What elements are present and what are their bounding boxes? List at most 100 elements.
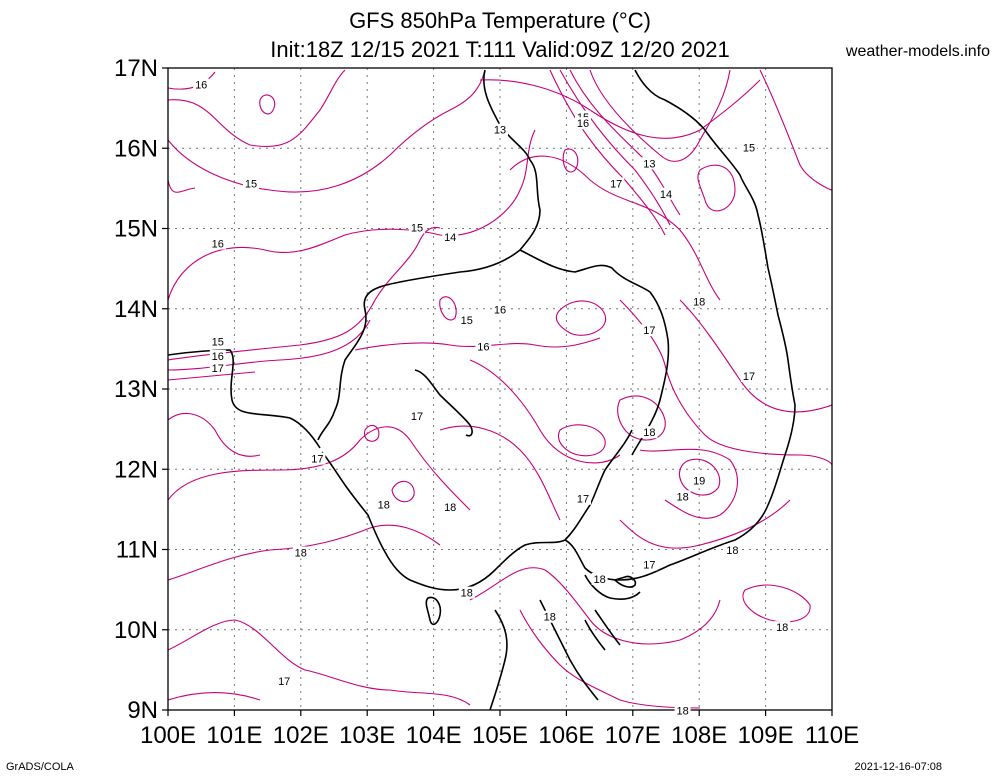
longitude-labels: 100E 101E 102E 103E 104E 105E 106E 107E 108E 109E… <box>140 722 859 749</box>
contour-label-bg <box>442 231 459 244</box>
contour-label: 18 <box>643 427 655 439</box>
contour-label-bg <box>409 410 425 423</box>
contour-label-bg <box>674 704 691 717</box>
lon-label: 109E <box>738 722 794 749</box>
contour-label: 13 <box>643 158 655 170</box>
contour-label: 17 <box>411 411 423 423</box>
contour-label: 17 <box>311 454 323 466</box>
lon-label: 100E <box>140 722 196 749</box>
contour-label: 15 <box>461 315 473 327</box>
contour-label: 17 <box>278 676 290 688</box>
contour-label: 15 <box>743 142 755 154</box>
contour-label-bg <box>276 674 293 687</box>
contour-label-bg <box>691 295 708 308</box>
contour-label-bg <box>475 340 492 353</box>
lon-label: 105E <box>472 722 528 749</box>
contour-label-bg <box>641 157 658 170</box>
contour-label: 16 <box>494 304 506 316</box>
lon-label: 107E <box>605 722 661 749</box>
contour-label: 17 <box>743 371 755 383</box>
lat-label: 16N <box>114 135 158 162</box>
contour-label-bg <box>209 335 226 348</box>
contour-label: 18 <box>461 588 473 600</box>
lat-label: 10N <box>114 617 158 644</box>
contour-label: 14 <box>444 232 456 244</box>
contour-label: 15 <box>245 178 257 190</box>
contour-label: 16 <box>212 239 224 251</box>
contour-label: 18 <box>593 574 605 586</box>
contour-labels: 1615161514131516131714151817161516151617… <box>193 78 791 718</box>
contour-label: 16 <box>195 80 207 92</box>
contour-label: 18 <box>444 502 456 514</box>
lon-label: 103E <box>339 722 395 749</box>
lat-label: 12N <box>114 456 158 483</box>
contour-label: 17 <box>577 494 589 506</box>
contour-label-bg <box>492 123 508 136</box>
contour-label-bg <box>641 324 658 337</box>
lat-label: 9N <box>127 697 158 724</box>
contour-label-bg <box>193 78 210 91</box>
lon-label: 108E <box>671 722 727 749</box>
contour-label-bg <box>458 586 475 599</box>
coastlines <box>168 69 796 710</box>
contour-label-bg <box>442 500 459 513</box>
contour-label: 16 <box>577 118 589 130</box>
contour-label: 18 <box>776 622 788 634</box>
contour-label: 17 <box>643 560 655 572</box>
graticule <box>168 68 832 710</box>
contour-label-bg <box>608 177 625 190</box>
contour-label-bg <box>691 474 708 487</box>
lon-label: 110E <box>805 722 859 749</box>
contour-label: 15 <box>411 223 423 235</box>
contour-label: 18 <box>544 612 556 624</box>
contour-label: 15 <box>212 336 224 348</box>
contour-label-bg <box>492 303 508 316</box>
contour-label-bg <box>575 492 591 505</box>
contour-label: 18 <box>295 548 307 560</box>
contour-label: 18 <box>693 296 705 308</box>
contour-label-bg <box>575 117 591 130</box>
lon-label: 104E <box>406 722 462 749</box>
contour-label-bg <box>591 572 608 585</box>
contour-label-bg <box>641 558 658 571</box>
lon-label: 106E <box>538 722 594 749</box>
contour-label: 18 <box>676 706 688 718</box>
contour-label: 18 <box>726 545 738 557</box>
contour-label: 18 <box>378 499 390 511</box>
lat-label: 14N <box>114 296 158 323</box>
contour-label-bg <box>209 361 226 374</box>
contour-label-bg <box>658 187 674 200</box>
contour-label-bg <box>724 544 741 557</box>
lat-label: 15N <box>114 216 158 243</box>
contour-label: 16 <box>477 341 489 353</box>
contour-label: 16 <box>212 351 224 363</box>
contour-label: 14 <box>660 189 672 201</box>
contour-label-bg <box>409 221 425 234</box>
contour-label-bg <box>209 349 226 362</box>
contour-label-bg <box>674 490 691 503</box>
footer-software: GrADS/COLA <box>6 761 74 773</box>
contour-label: 17 <box>643 325 655 337</box>
lat-label: 17N <box>114 55 158 82</box>
footer-timestamp: 2021-12-16-07:08 <box>854 761 942 773</box>
lon-label: 101E <box>206 722 262 749</box>
contour-label-bg <box>774 621 791 634</box>
contour-label: 18 <box>676 491 688 503</box>
latitude-labels: 17N 16N 15N 14N 13N 12N 11N 10N 9N <box>114 55 158 724</box>
contour-label: 19 <box>693 475 705 487</box>
contour-label-bg <box>741 369 757 382</box>
contour-label-bg <box>375 498 392 511</box>
chart-title: GFS 850hPa Temperature (°C) <box>349 8 651 33</box>
isotherms <box>168 69 832 709</box>
contour-label: 17 <box>610 178 622 190</box>
contour-label-bg <box>458 313 475 326</box>
axis-ticks <box>162 67 833 716</box>
contour-label-bg <box>741 141 757 154</box>
contour-label-bg <box>641 426 658 439</box>
chart-subtitle: Init:18Z 12/15 2021 T:111 Valid:09Z 12/2… <box>270 37 730 62</box>
contour-label: 17 <box>212 363 224 375</box>
contour-label-bg <box>292 546 309 559</box>
site-watermark: weather-models.info <box>845 43 990 60</box>
lon-label: 102E <box>273 722 329 749</box>
